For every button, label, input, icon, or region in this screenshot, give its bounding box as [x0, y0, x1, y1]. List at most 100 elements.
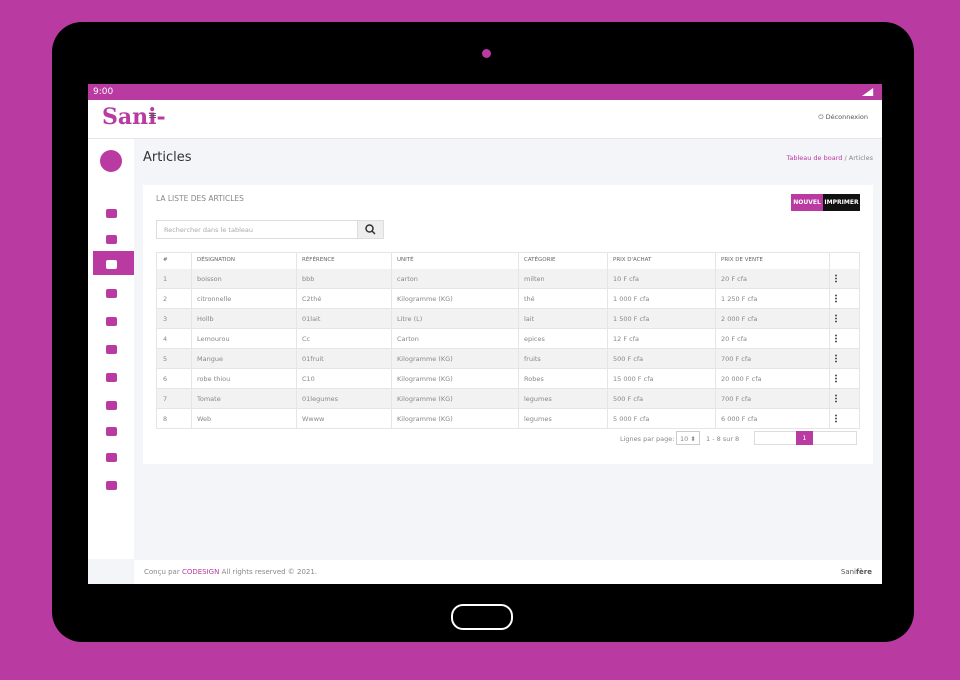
footer-rights: All rights reserved © 2021. [221, 568, 318, 576]
cell: C2thé [302, 295, 322, 303]
cell: 20 000 F cfa [721, 375, 762, 383]
cell: Cc [302, 335, 311, 343]
cell: Lemourou [197, 335, 230, 343]
cell: 10 F cfa [613, 275, 639, 283]
column-header: UNITÉ [397, 257, 414, 263]
cell: boisson [197, 275, 222, 283]
cell: Mangue [197, 355, 223, 363]
cell: 01legumes [302, 395, 339, 403]
column-header: # [163, 257, 168, 263]
top-bar: Sani- ≡ ⏻ Déconnexion [88, 100, 882, 139]
cell: 6 000 F cfa [721, 415, 758, 423]
nav-icon[interactable] [106, 345, 117, 354]
table-row [157, 289, 859, 309]
row-menu[interactable] [835, 274, 837, 283]
row-menu[interactable] [835, 334, 837, 343]
menu-toggle[interactable]: ≡ [148, 109, 158, 122]
cell: 1 500 F cfa [613, 315, 650, 323]
row-menu[interactable] [835, 414, 837, 423]
status-bar: 9:00 [88, 84, 882, 100]
row-menu[interactable] [835, 314, 837, 323]
column-header: CATÉGORIE [524, 257, 556, 263]
footer-brand: Sani [840, 568, 856, 576]
cell: Web [197, 415, 212, 423]
cell: thé [524, 295, 535, 303]
column-header: DÉSIGNATION [197, 257, 235, 263]
row-menu[interactable] [835, 354, 837, 363]
breadcrumb-home[interactable]: Tableau de board [786, 154, 843, 162]
cell: 3 [163, 315, 168, 323]
cell: lait [524, 315, 535, 323]
search-button[interactable] [357, 221, 383, 238]
new-button[interactable]: NOUVEL [791, 194, 823, 211]
cell: legumes [524, 395, 552, 403]
rows-per-page[interactable]: 10 [680, 435, 689, 443]
row-menu[interactable] [835, 294, 837, 303]
nav-icon[interactable] [106, 235, 117, 244]
screen: 9:00 Sani- ≡ ⏻ Déconnexion Articles Tabl… [88, 84, 882, 584]
cell: Kilogramme (KG) [397, 395, 453, 403]
cell: C10 [302, 375, 315, 383]
footer-company[interactable]: CODESIGN [181, 568, 220, 576]
column-divider [715, 253, 716, 429]
logout-label[interactable]: Déconnexion [825, 113, 868, 121]
cell: 700 F cfa [721, 355, 752, 363]
nav-icon[interactable] [106, 401, 117, 410]
cell: Litre (L) [397, 315, 423, 323]
cell: Wwww [302, 415, 325, 423]
cell: robe thiou [197, 375, 231, 383]
cell: 5 000 F cfa [613, 415, 650, 423]
column-divider [518, 253, 519, 429]
table: # DÉSIGNATION RÉFÉRENCE UNITÉ CATÉGORIE PRIX … [156, 252, 860, 429]
avatar[interactable] [100, 150, 122, 172]
print-button[interactable]: IMPRIMER [823, 194, 860, 211]
column-header: RÉFÉRENCE [302, 257, 335, 263]
logo[interactable]: Sani- [102, 104, 166, 130]
row-menu[interactable] [835, 374, 837, 383]
cell: 20 F cfa [721, 275, 747, 283]
nav-icon[interactable] [106, 317, 117, 326]
page-title: Articles [143, 150, 192, 165]
table-row [157, 309, 859, 329]
table-row [157, 269, 859, 289]
nav-icon[interactable] [106, 453, 117, 462]
cell: 1 [163, 275, 168, 283]
nav-icon[interactable] [106, 260, 117, 269]
nav-icon[interactable] [106, 209, 117, 218]
cell: 15 000 F cfa [613, 375, 654, 383]
cell: legumes [524, 415, 552, 423]
nav-icon[interactable] [106, 289, 117, 298]
cell: bbb [302, 275, 315, 283]
cell: 8 [163, 415, 168, 423]
row-menu[interactable] [835, 394, 837, 403]
cell: 1 000 F cfa [613, 295, 650, 303]
column-divider [391, 253, 392, 429]
nav-icon[interactable] [106, 481, 117, 490]
home-button[interactable] [451, 604, 513, 630]
card: LA LISTE DES ARTICLES NOUVEL IMPRIMER Re… [143, 185, 873, 464]
cell: Carton [397, 335, 419, 343]
nav-icon[interactable] [106, 427, 117, 436]
camera [482, 49, 491, 58]
cell: 500 F cfa [613, 395, 644, 403]
column-divider [191, 253, 192, 429]
cell: milten [524, 275, 545, 283]
table-row [157, 389, 859, 409]
rows-select[interactable]: 10 ⬍ [676, 431, 700, 445]
cell: 2 [163, 295, 168, 303]
cell: 12 F cfa [613, 335, 639, 343]
footer-brand-bold: fère [856, 568, 872, 576]
logout[interactable]: ⏻ Déconnexion [818, 113, 868, 121]
cell: Kilogramme (KG) [397, 295, 453, 303]
breadcrumb-current: Articles [848, 154, 873, 162]
cell: 01fruit [302, 355, 324, 363]
column-header: PRIX DE VENTE [721, 257, 763, 263]
cell: 500 F cfa [613, 355, 644, 363]
cell: Kilogramme (KG) [397, 375, 453, 383]
table-row [157, 369, 859, 389]
nav-icon[interactable] [106, 373, 117, 382]
cell: carton [397, 275, 418, 283]
search-box[interactable]: Rechercher dans le tableau [156, 220, 384, 239]
current-page[interactable]: 1 [796, 431, 813, 445]
search-icon [365, 224, 376, 235]
